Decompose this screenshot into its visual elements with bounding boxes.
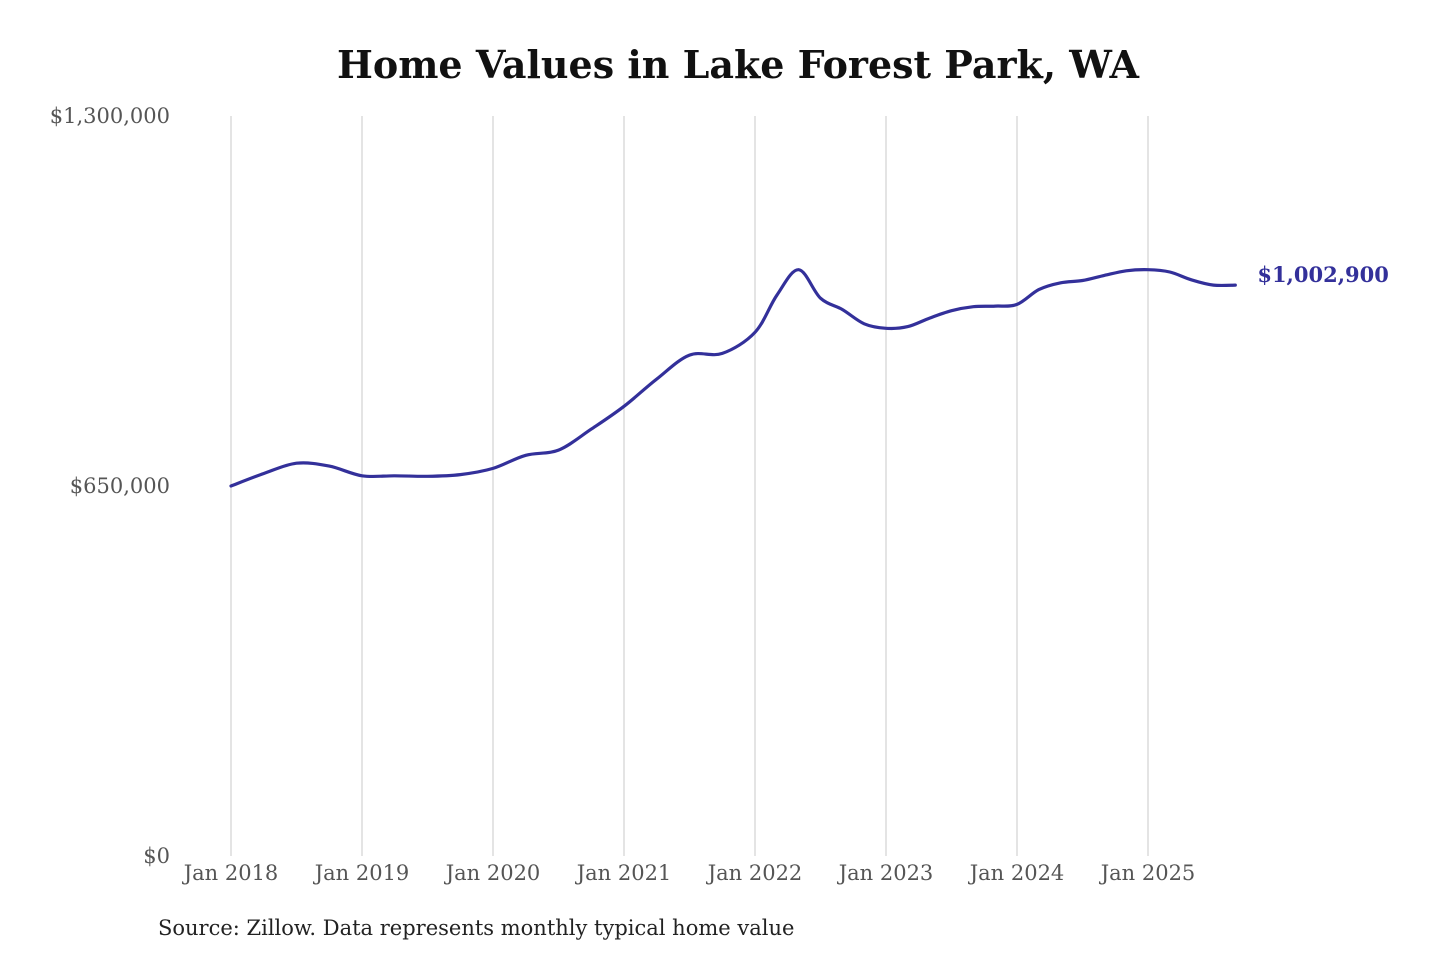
x-tick-label: Jan 2022 [706, 861, 803, 885]
x-tick-label: Jan 2025 [1099, 861, 1196, 885]
x-tick-label: Jan 2023 [837, 861, 934, 885]
source-note: Source: Zillow. Data represents monthly … [158, 916, 795, 940]
home-value-line [229, 268, 1237, 488]
chart-title: Home Values in Lake Forest Park, WA [336, 42, 1140, 87]
end-value-label: $1,002,900 [1257, 262, 1389, 287]
y-tick-label: $1,300,000 [50, 104, 170, 128]
y-tick-label: $0 [143, 844, 170, 868]
x-tick-label: Jan 2019 [313, 861, 410, 885]
x-tick-label: Jan 2020 [444, 861, 541, 885]
x-tick-label: Jan 2024 [968, 861, 1065, 885]
x-tick-label: Jan 2018 [182, 861, 279, 885]
y-tick-label: $650,000 [70, 474, 170, 498]
x-tick-label: Jan 2021 [575, 861, 672, 885]
